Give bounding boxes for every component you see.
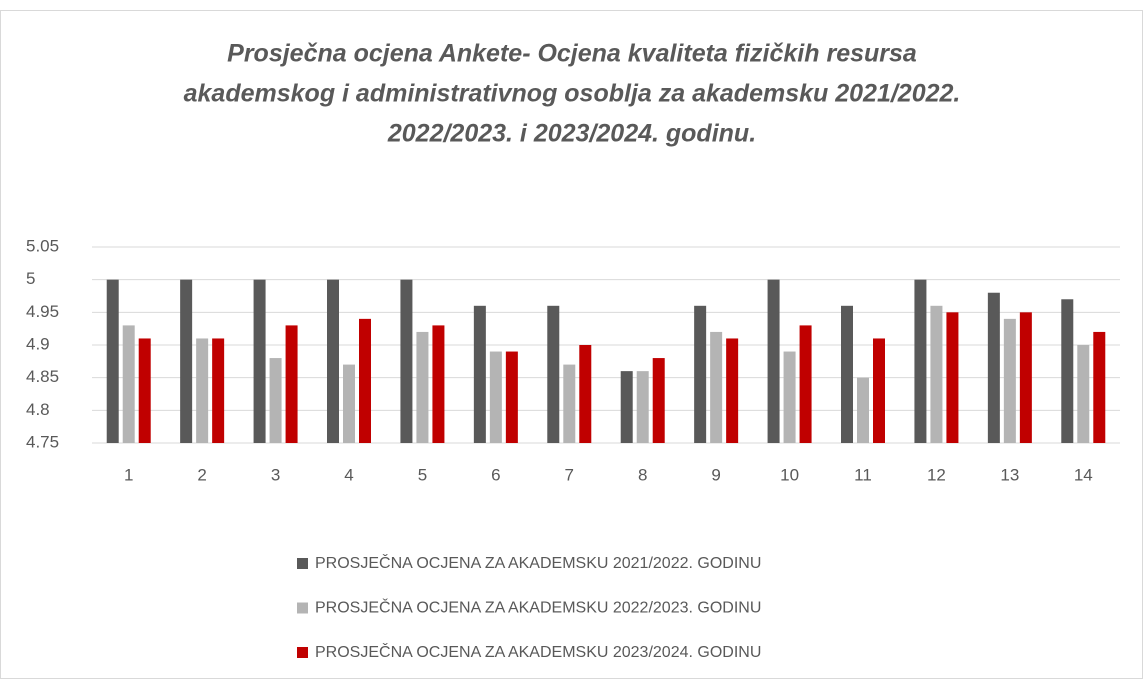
bar	[799, 325, 812, 443]
bar	[841, 305, 853, 443]
bar	[946, 312, 959, 443]
x-tick-label: 9	[711, 465, 720, 484]
bar	[106, 279, 119, 443]
y-tick-label: 4.95	[26, 302, 59, 321]
bar	[285, 325, 298, 443]
bar	[726, 338, 739, 443]
x-tick-label: 8	[638, 465, 647, 484]
x-tick-label: 1	[124, 465, 133, 484]
bar	[636, 371, 649, 443]
x-tick-label: 4	[344, 465, 353, 484]
bar	[987, 292, 1000, 443]
bar	[579, 345, 592, 443]
bar	[1093, 331, 1106, 443]
bar	[694, 305, 707, 443]
bar	[547, 305, 560, 443]
bar	[505, 351, 518, 443]
bar	[253, 279, 266, 443]
bar	[1077, 345, 1090, 443]
bar	[783, 351, 796, 443]
bar	[873, 338, 885, 443]
x-tick-label: 10	[780, 465, 799, 484]
bar	[857, 377, 869, 443]
bar	[180, 279, 193, 443]
bar	[930, 305, 943, 443]
bar	[416, 331, 429, 443]
bar	[1061, 299, 1074, 443]
bar	[122, 325, 135, 443]
legend-swatch	[297, 602, 308, 614]
chart-title: Prosječna ocjena Ankete- Ocjena kvalitet…	[227, 40, 917, 68]
bar	[138, 338, 151, 443]
bar	[767, 279, 780, 443]
bar	[473, 305, 486, 443]
legend-swatch	[297, 647, 308, 658]
x-tick-label: 3	[271, 465, 280, 484]
bar	[196, 338, 209, 443]
y-tick-label: 4.8	[26, 400, 50, 419]
bar	[489, 351, 502, 443]
legend-label: PROSJEČNA OCJENA ZA AKADEMSKU 2022/2023.…	[315, 598, 761, 617]
legend-label: PROSJEČNA OCJENA ZA AKADEMSKU 2023/2024.…	[315, 642, 761, 661]
x-tick-label: 11	[854, 465, 872, 484]
bar	[432, 325, 445, 443]
x-tick-label: 5	[418, 465, 427, 484]
bar	[620, 371, 633, 443]
bar	[1003, 318, 1016, 443]
bar	[1019, 312, 1032, 443]
bar	[343, 364, 355, 443]
bar	[359, 318, 371, 443]
y-tick-label: 5	[26, 269, 35, 288]
bar	[400, 279, 413, 443]
chart-title: 2022/2023. i 2023/2024. godinu.	[387, 120, 756, 148]
y-tick-label: 4.85	[26, 367, 59, 386]
y-tick-label: 5.05	[26, 236, 59, 255]
y-tick-label: 4.9	[26, 334, 50, 353]
bar	[269, 358, 282, 443]
x-tick-label: 6	[491, 465, 500, 484]
legend-label: PROSJEČNA OCJENA ZA AKADEMSKU 2021/2022.…	[315, 553, 761, 572]
chart-title: akademskog i administrativnog osoblja za…	[184, 80, 961, 108]
x-tick-label: 7	[565, 465, 574, 484]
bar	[652, 358, 665, 443]
bar	[563, 364, 576, 443]
x-tick-label: 12	[927, 465, 946, 484]
x-tick-label: 13	[1000, 465, 1019, 484]
bar	[914, 279, 927, 443]
bar	[327, 279, 339, 443]
bar	[710, 331, 723, 443]
bar	[212, 338, 225, 443]
y-tick-label: 4.75	[26, 432, 59, 451]
x-tick-label: 2	[197, 465, 206, 484]
legend-swatch	[297, 558, 308, 569]
x-tick-label: 14	[1074, 465, 1093, 484]
